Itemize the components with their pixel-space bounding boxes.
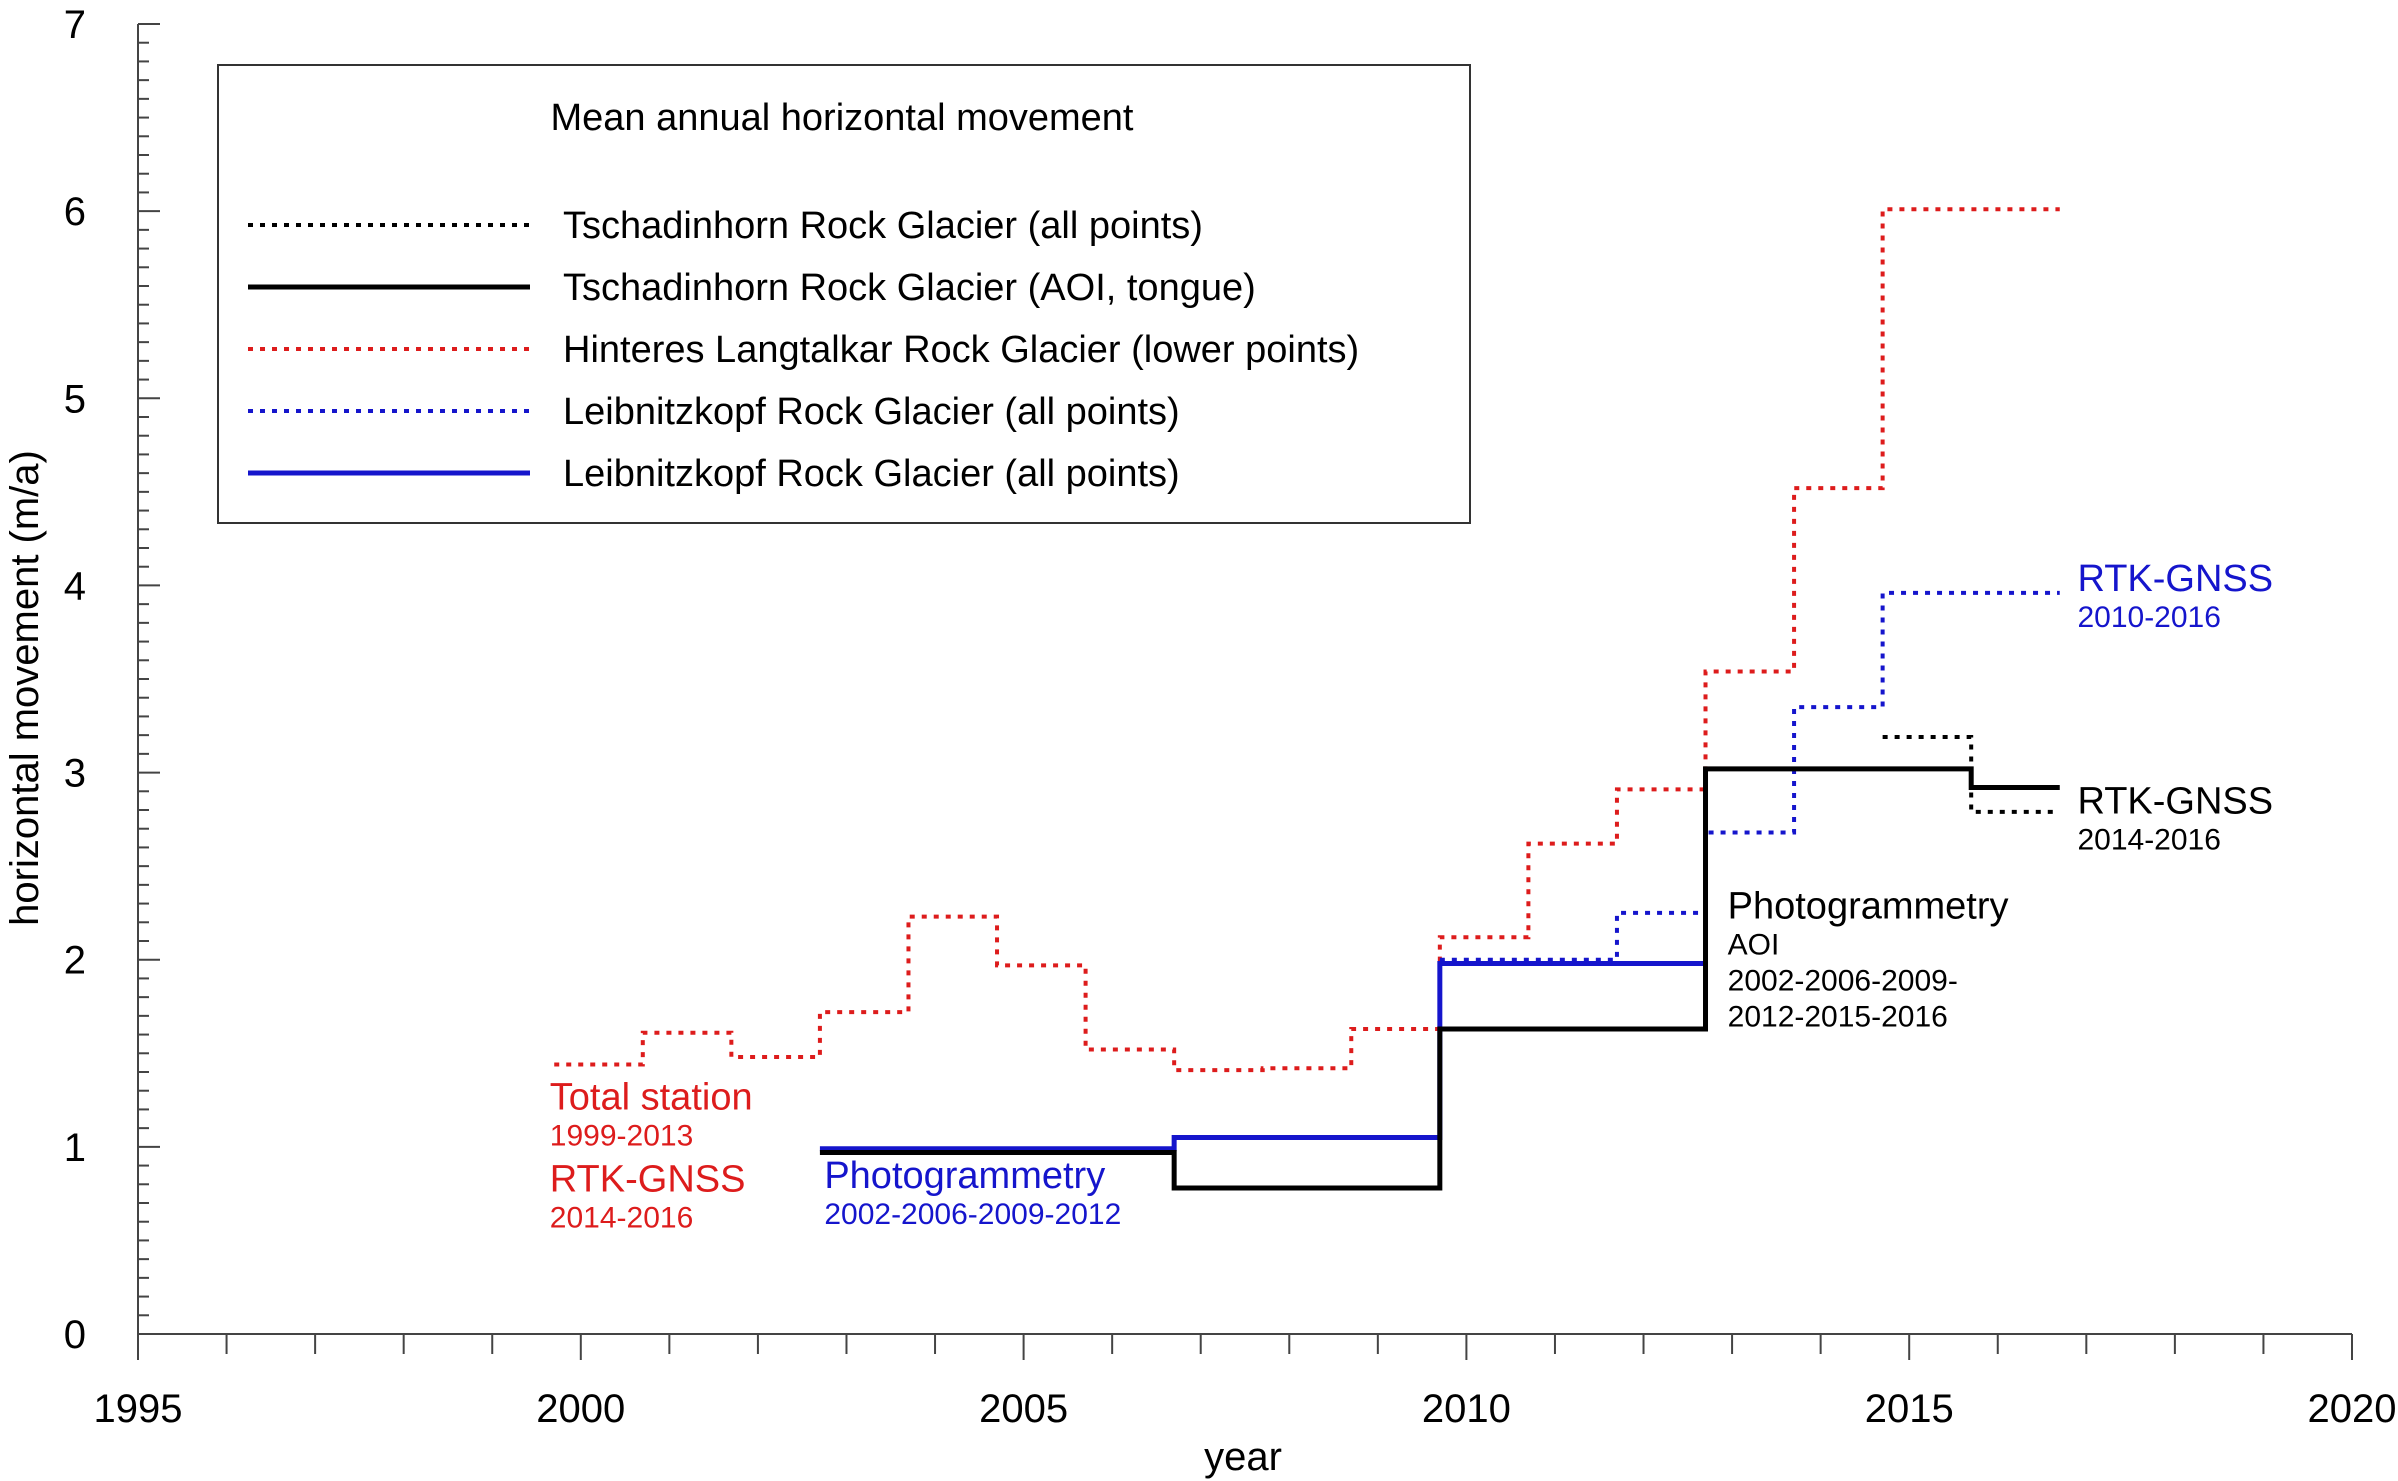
annotation-5-line-1: RTK-GNSS bbox=[2077, 781, 2273, 823]
y-tick-label: 4 bbox=[64, 564, 86, 608]
series-line-4 bbox=[1882, 735, 2060, 814]
series-line-3 bbox=[819, 960, 1706, 1152]
x-tick-label: 1995 bbox=[94, 1387, 183, 1431]
annotation-4-line-1: RTK-GNSS bbox=[2077, 558, 2273, 600]
x-tick-label: 2015 bbox=[1865, 1387, 1954, 1431]
series-line-5 bbox=[819, 766, 2060, 1191]
series-layer bbox=[554, 207, 2060, 1191]
y-tick-label: 3 bbox=[64, 752, 86, 796]
annotation-3-line-4: 2012-2015-2016 bbox=[1728, 1001, 1948, 1034]
annotation-1-line-3: RTK-GNSS bbox=[550, 1158, 746, 1200]
annotation-1-line-1: Total station bbox=[550, 1076, 753, 1118]
annotation-1-line-4: 2014-2016 bbox=[550, 1201, 693, 1234]
legend-box bbox=[217, 64, 1471, 524]
x-tick-label: 2000 bbox=[536, 1387, 625, 1431]
annotation-layer: Total station1999-2013RTK-GNSS2014-2016P… bbox=[550, 558, 2273, 1234]
x-tick-label: 2005 bbox=[979, 1387, 1068, 1431]
axes: 0 1 2 3 4 5 6 7 1995 2000 2005 2010 2015 2020 bbox=[64, 3, 2397, 1431]
y-tick-label: 5 bbox=[64, 377, 86, 421]
y-axis-title: horizontal movement (m/a) bbox=[3, 450, 47, 926]
legend-label-2: Tschadinhorn Rock Glacier (AOI, tongue) bbox=[563, 267, 1256, 309]
x-tick-label: 2020 bbox=[2308, 1387, 2397, 1431]
series-line-1 bbox=[554, 207, 2060, 1073]
legend-label-5: Leibnitzkopf Rock Glacier (all points) bbox=[563, 453, 1180, 495]
legend-label-1: Tschadinhorn Rock Glacier (all points) bbox=[563, 205, 1203, 247]
y-tick-label: 7 bbox=[64, 3, 86, 47]
x-axis-title: year bbox=[1204, 1435, 1282, 1479]
y-tick-label: 0 bbox=[64, 1313, 86, 1357]
y-tick-label: 2 bbox=[64, 939, 86, 983]
x-tick-label: 2010 bbox=[1422, 1387, 1511, 1431]
annotation-4-line-2: 2010-2016 bbox=[2077, 601, 2220, 634]
legend-label-4: Leibnitzkopf Rock Glacier (all points) bbox=[563, 391, 1180, 433]
annotation-2-line-2: 2002-2006-2009-2012 bbox=[824, 1198, 1121, 1231]
annotation-2-line-1: Photogrammetry bbox=[824, 1155, 1105, 1197]
legend-title: Mean annual horizontal movement bbox=[550, 97, 1133, 139]
annotation-3-line-2: AOI bbox=[1728, 929, 1780, 962]
annotation-1-line-2: 1999-2013 bbox=[550, 1119, 693, 1152]
y-tick-label: 1 bbox=[64, 1126, 86, 1170]
legend: Mean annual horizontal movement Tschadin… bbox=[217, 64, 1471, 524]
annotation-3-line-3: 2002-2006-2009- bbox=[1728, 965, 1958, 998]
annotation-3-line-1: Photogrammetry bbox=[1728, 886, 2009, 928]
annotation-5-line-2: 2014-2016 bbox=[2077, 824, 2220, 857]
legend-label-3: Hinteres Langtalkar Rock Glacier (lower … bbox=[563, 329, 1359, 371]
y-tick-label: 6 bbox=[64, 190, 86, 234]
